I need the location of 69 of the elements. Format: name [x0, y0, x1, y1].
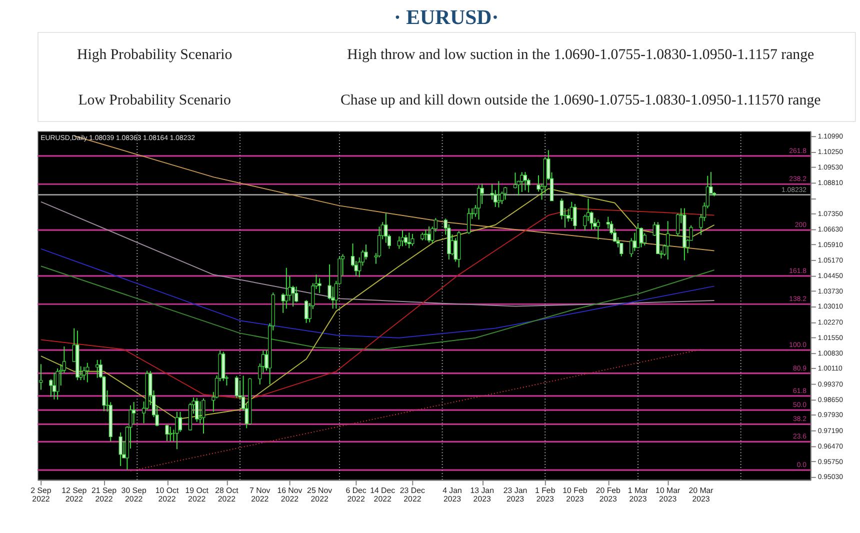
- line-series: [40, 208, 715, 400]
- x-tick-label: 19 Oct 2022: [185, 486, 210, 504]
- x-tick-label: 25 Nov 2022: [307, 486, 332, 504]
- text: High throw and low suction in the 1.0690-1.0755-1.0830-1.0950-1.1157 range: [347, 46, 815, 63]
- candlestick: [284, 267, 288, 310]
- candlestick: [118, 432, 122, 467]
- candlestick: [407, 232, 411, 249]
- candlestick: [404, 234, 408, 246]
- x-tick-label: 16 Nov 2022: [277, 486, 302, 504]
- x-tick-label: 28 Oct 2022: [215, 486, 240, 504]
- candlestick: [573, 203, 577, 230]
- text: Chase up and kill down outside the 1.0690-1.0755-1.0830-1.0950-1.11570 range: [340, 92, 822, 108]
- candlestick: [132, 401, 136, 424]
- candlestick: [304, 300, 308, 324]
- candlestick: [291, 285, 295, 307]
- x-tick-label: 13 Jan 2023: [470, 486, 494, 504]
- x-tick-label: 21 Sep 2022: [91, 486, 118, 504]
- candlestick: [520, 172, 524, 193]
- candlestick: [168, 426, 172, 442]
- x-tick-label: 6 Dec 2022: [346, 486, 366, 504]
- candlestick: [294, 286, 298, 303]
- candlestick: [82, 366, 86, 380]
- x-tick-label: 10 Mar 2023: [656, 486, 681, 504]
- x-tick-label: 1 Mar 2023: [628, 486, 648, 504]
- x-tick-label: 30 Sep 2022: [121, 486, 147, 504]
- candlestick: [56, 368, 60, 400]
- candlestick: [202, 398, 206, 434]
- x-tick-label: 14 Dec 2022: [370, 486, 396, 504]
- candlestick: [496, 180, 500, 208]
- text: Low Probability Scenario: [78, 92, 231, 108]
- candlestick: [476, 184, 481, 220]
- candlestick: [234, 375, 238, 398]
- candlestick: [480, 183, 484, 204]
- x-tick-label: 4 Jan 2023: [442, 486, 462, 504]
- candlestick: [427, 226, 431, 243]
- x-tick-label: 20 Mar 2023: [688, 486, 714, 504]
- candlestick: [400, 230, 404, 247]
- x-tick-label: 10 Feb 2023: [562, 486, 588, 504]
- candlestick: [175, 411, 179, 450]
- x-tick-label: 20 Feb 2023: [596, 486, 622, 504]
- candlestick: [467, 208, 471, 234]
- text: High Probability Scenario: [76, 46, 232, 63]
- candlestick: [318, 278, 322, 294]
- x-tick-label: 23 Jan 2023: [503, 486, 528, 504]
- candlestick: [364, 244, 368, 260]
- candlestick: [195, 397, 199, 422]
- x-tick-label: 12 Sep 2022: [62, 486, 88, 504]
- x-tick-label: 1 Feb 2023: [535, 486, 556, 504]
- x-tick-label: 10 Oct 2022: [155, 486, 180, 504]
- candlestick: [410, 233, 414, 246]
- candlestick: [640, 226, 644, 248]
- candlestick: [504, 186, 508, 200]
- candlestick: [523, 171, 528, 191]
- candlestick: [424, 229, 428, 241]
- x-tick-label: 23 Dec 2022: [400, 486, 426, 504]
- line-series: [40, 266, 715, 350]
- line-series: [40, 248, 715, 338]
- candlestick: [178, 411, 182, 432]
- candlestick: [86, 362, 90, 383]
- candlestick: [636, 222, 640, 249]
- candlestick: [596, 219, 600, 240]
- x-tick-label: 7 Nov 2022: [250, 486, 270, 504]
- line-series: [40, 201, 715, 307]
- x-tick-label: 2 Sep 2022: [30, 486, 52, 504]
- candlestick: [52, 372, 56, 400]
- candlestick: [666, 220, 670, 260]
- candlestick: [96, 359, 100, 378]
- chart-title: · EURUSD·: [394, 6, 499, 30]
- candlestick: [165, 424, 169, 442]
